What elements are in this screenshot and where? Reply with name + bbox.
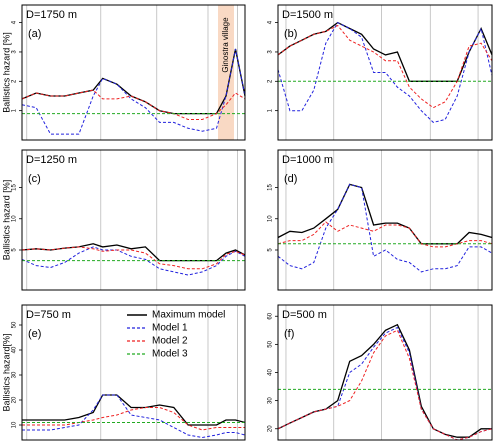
- panel-label: (a): [28, 28, 41, 40]
- panel-label: (c): [28, 173, 41, 185]
- series-line: [277, 183, 493, 273]
- y-tick-label: 40: [268, 369, 274, 376]
- legend-label: Model 2: [152, 336, 188, 347]
- y-tick-label: 40: [12, 346, 18, 353]
- y-tick-label: 4: [12, 20, 18, 24]
- y-tick-label: 5: [12, 248, 18, 252]
- series-line: [22, 394, 246, 426]
- highlight-band: [218, 5, 234, 140]
- panel-title: D=1000 m: [282, 154, 333, 166]
- y-tick-label: 10: [12, 215, 18, 222]
- series-line: [277, 24, 493, 109]
- plot-frame: [277, 304, 493, 441]
- series-line: [277, 323, 492, 438]
- y-tick-label: 50: [12, 321, 18, 328]
- y-tick-label: 50: [268, 340, 274, 347]
- y-tick-label: 10: [268, 215, 274, 222]
- panel-title: D=1750 m: [26, 9, 77, 21]
- legend-label: Model 1: [152, 323, 188, 334]
- y-tick-label: 15: [12, 184, 18, 191]
- y-tick-label: 5: [268, 248, 274, 252]
- y-tick-label: 2: [12, 79, 18, 83]
- series-line: [21, 246, 246, 276]
- series-line: [277, 326, 493, 441]
- panel-label: (d): [284, 173, 297, 185]
- annotation: Ginostra village: [221, 17, 230, 73]
- y-tick-label: 15: [268, 184, 274, 191]
- y-axis-label: Ballistics hazard [%]: [1, 32, 11, 113]
- series-line: [277, 221, 493, 248]
- y-tick-label: 3: [12, 50, 18, 54]
- series-line: [21, 243, 246, 262]
- panel-title: D=750 m: [26, 309, 71, 321]
- series-line: [21, 246, 246, 270]
- plot-frame: [277, 149, 493, 291]
- panel-label: (b): [284, 28, 297, 40]
- panel-title: D=1250 m: [26, 154, 77, 166]
- y-tick-label: 20: [12, 396, 18, 403]
- series-line: [21, 48, 246, 115]
- y-tick-label: 30: [268, 397, 274, 404]
- legend-label: Model 3: [152, 349, 188, 360]
- y-axis-label: Ballistics hazard[%]: [1, 333, 11, 411]
- y-tick-label: 20: [268, 425, 274, 432]
- series-line: [22, 407, 245, 431]
- y-tick-label: 60: [268, 312, 274, 319]
- y-tick-label: 10: [12, 421, 18, 428]
- y-tick-label: 4: [268, 20, 274, 24]
- plot-frame: [21, 149, 246, 291]
- plot-frame: [277, 4, 493, 141]
- y-tick-label: 2: [268, 79, 274, 83]
- series-line: [22, 394, 246, 439]
- panel-label: (f): [284, 328, 294, 340]
- panel-label: (e): [28, 328, 41, 340]
- y-axis-label: Ballistics hazard [%]: [1, 180, 11, 261]
- y-tick-label: 1: [268, 108, 274, 112]
- series-line: [21, 89, 246, 120]
- series-line: [277, 183, 493, 245]
- y-tick-label: 1: [12, 108, 18, 112]
- plot-frame: [21, 304, 246, 441]
- series-line: [277, 329, 493, 441]
- series-line: [277, 21, 493, 123]
- panel-title: D=1500 m: [282, 9, 333, 21]
- legend-label: Maximum model: [152, 310, 225, 321]
- y-tick-label: 30: [12, 371, 18, 378]
- series-line: [21, 48, 246, 135]
- y-tick-label: 3: [268, 50, 274, 54]
- plot-frame: [21, 4, 246, 141]
- panel-title: D=500 m: [282, 309, 327, 321]
